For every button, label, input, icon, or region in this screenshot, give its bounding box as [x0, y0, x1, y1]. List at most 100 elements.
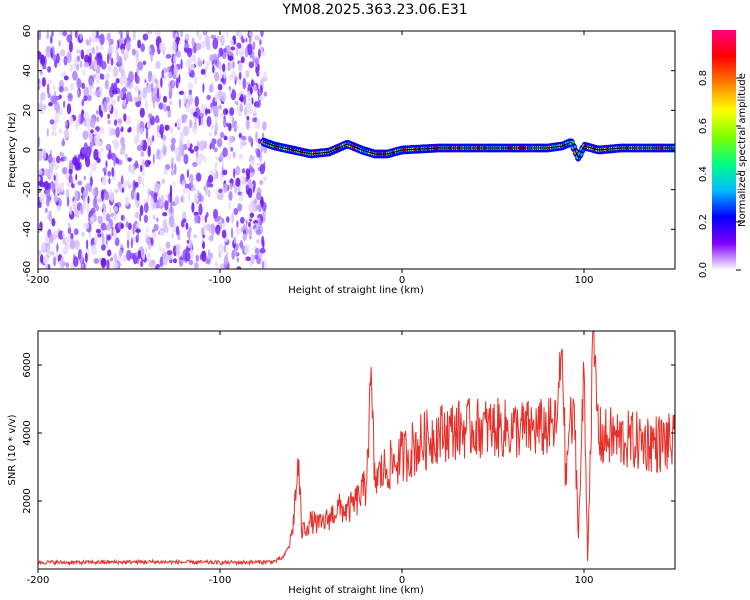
noise-blob: [107, 113, 110, 119]
noise-blob: [216, 35, 220, 42]
noise-blob: [132, 223, 135, 236]
noise-blob: [127, 157, 132, 162]
noise-blob: [200, 40, 206, 49]
noise-blob: [97, 215, 103, 224]
noise-blob: [46, 83, 50, 95]
noise-blob: [120, 223, 124, 229]
noise-blob: [70, 82, 75, 91]
noise-blob: [56, 205, 62, 212]
noise-blob: [124, 195, 130, 207]
noise-blob: [173, 65, 178, 76]
noise-blob: [248, 61, 254, 69]
noise-blob: [65, 188, 70, 199]
noise-blob: [260, 196, 264, 208]
noise-blob: [242, 229, 247, 235]
noise-blob: [164, 200, 169, 211]
noise-blob: [195, 151, 199, 159]
noise-blob: [102, 175, 107, 185]
noise-blob: [50, 47, 53, 59]
noise-blob: [147, 242, 152, 250]
noise-blob: [183, 153, 189, 165]
noise-blob: [129, 165, 135, 174]
noise-blob: [97, 233, 102, 238]
noise-blob: [59, 31, 63, 37]
noise-blob: [192, 161, 198, 167]
noise-blob: [182, 144, 189, 150]
noise-blob: [235, 46, 239, 57]
noise-blob: [74, 239, 80, 250]
noise-blob: [137, 61, 144, 71]
colorbar-tick-label: 0.8: [698, 70, 709, 86]
noise-blob: [124, 153, 129, 160]
noise-blob: [79, 33, 83, 40]
noise-blob: [137, 175, 142, 185]
snr-x-tick-label: 0: [399, 575, 405, 586]
noise-blob: [89, 216, 95, 223]
noise-blob: [72, 156, 79, 166]
noise-blob: [155, 115, 160, 124]
noise-blob: [91, 31, 97, 38]
noise-blob: [183, 91, 186, 103]
noise-blob: [81, 82, 85, 90]
noise-blob: [205, 61, 209, 70]
noise-blob: [215, 170, 219, 180]
noise-blob: [263, 258, 267, 269]
noise-blob: [198, 192, 202, 202]
noise-blob: [96, 110, 99, 115]
noise-blob: [186, 169, 189, 179]
spectrogram-x-tick-label: -200: [27, 275, 50, 286]
noise-blob: [45, 51, 51, 57]
noise-blob: [189, 119, 193, 129]
noise-blob: [76, 63, 80, 71]
noise-blob: [263, 176, 268, 182]
noise-blob: [210, 223, 216, 236]
noise-blob: [100, 110, 103, 118]
noise-blob: [238, 31, 242, 39]
noise-blob: [222, 169, 228, 176]
noise-blob: [251, 79, 254, 88]
noise-blob: [106, 259, 110, 269]
noise-blob: [40, 254, 44, 264]
noise-blob: [245, 184, 249, 191]
noise-blob: [168, 88, 173, 100]
noise-blob: [163, 145, 167, 157]
noise-blob: [203, 104, 207, 110]
noise-blob: [121, 48, 125, 55]
noise-blob: [187, 190, 191, 202]
noise-blob: [207, 249, 210, 257]
noise-blob: [45, 189, 51, 198]
noise-blob: [255, 60, 258, 69]
noise-blob: [77, 180, 83, 186]
noise-blob: [52, 84, 56, 91]
noise-blob: [241, 168, 246, 174]
noise-blob: [152, 153, 155, 165]
noise-blob: [194, 96, 199, 107]
noise-blob: [91, 46, 96, 55]
noise-blob: [206, 94, 211, 101]
noise-blob: [231, 249, 235, 260]
noise-blob: [141, 158, 145, 171]
noise-blob: [252, 185, 255, 193]
noise-blob: [67, 227, 72, 235]
noise-blob: [164, 169, 168, 175]
noise-blob: [43, 180, 49, 191]
snr-y-tick-label: 6000: [22, 352, 33, 377]
noise-blob: [230, 46, 236, 51]
noise-blob: [100, 147, 104, 153]
noise-blob: [113, 155, 116, 167]
noise-blob: [206, 116, 212, 127]
noise-blob: [122, 100, 126, 107]
noise-blob: [194, 76, 198, 85]
noise-blob: [225, 31, 229, 38]
noise-blob: [108, 177, 111, 185]
noise-blob: [201, 239, 204, 244]
noise-blob: [96, 198, 103, 203]
noise-blob: [92, 197, 97, 209]
noise-blob: [76, 122, 79, 132]
noise-blob: [133, 97, 140, 102]
snr-y-tick-label: 4000: [22, 420, 33, 445]
noise-blob: [182, 218, 187, 223]
noise-blob: [126, 238, 130, 249]
noise-blob: [158, 266, 165, 269]
